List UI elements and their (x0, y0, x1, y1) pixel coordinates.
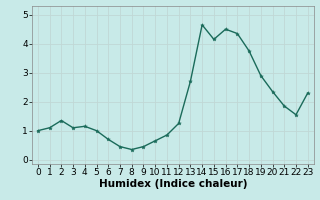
X-axis label: Humidex (Indice chaleur): Humidex (Indice chaleur) (99, 179, 247, 189)
